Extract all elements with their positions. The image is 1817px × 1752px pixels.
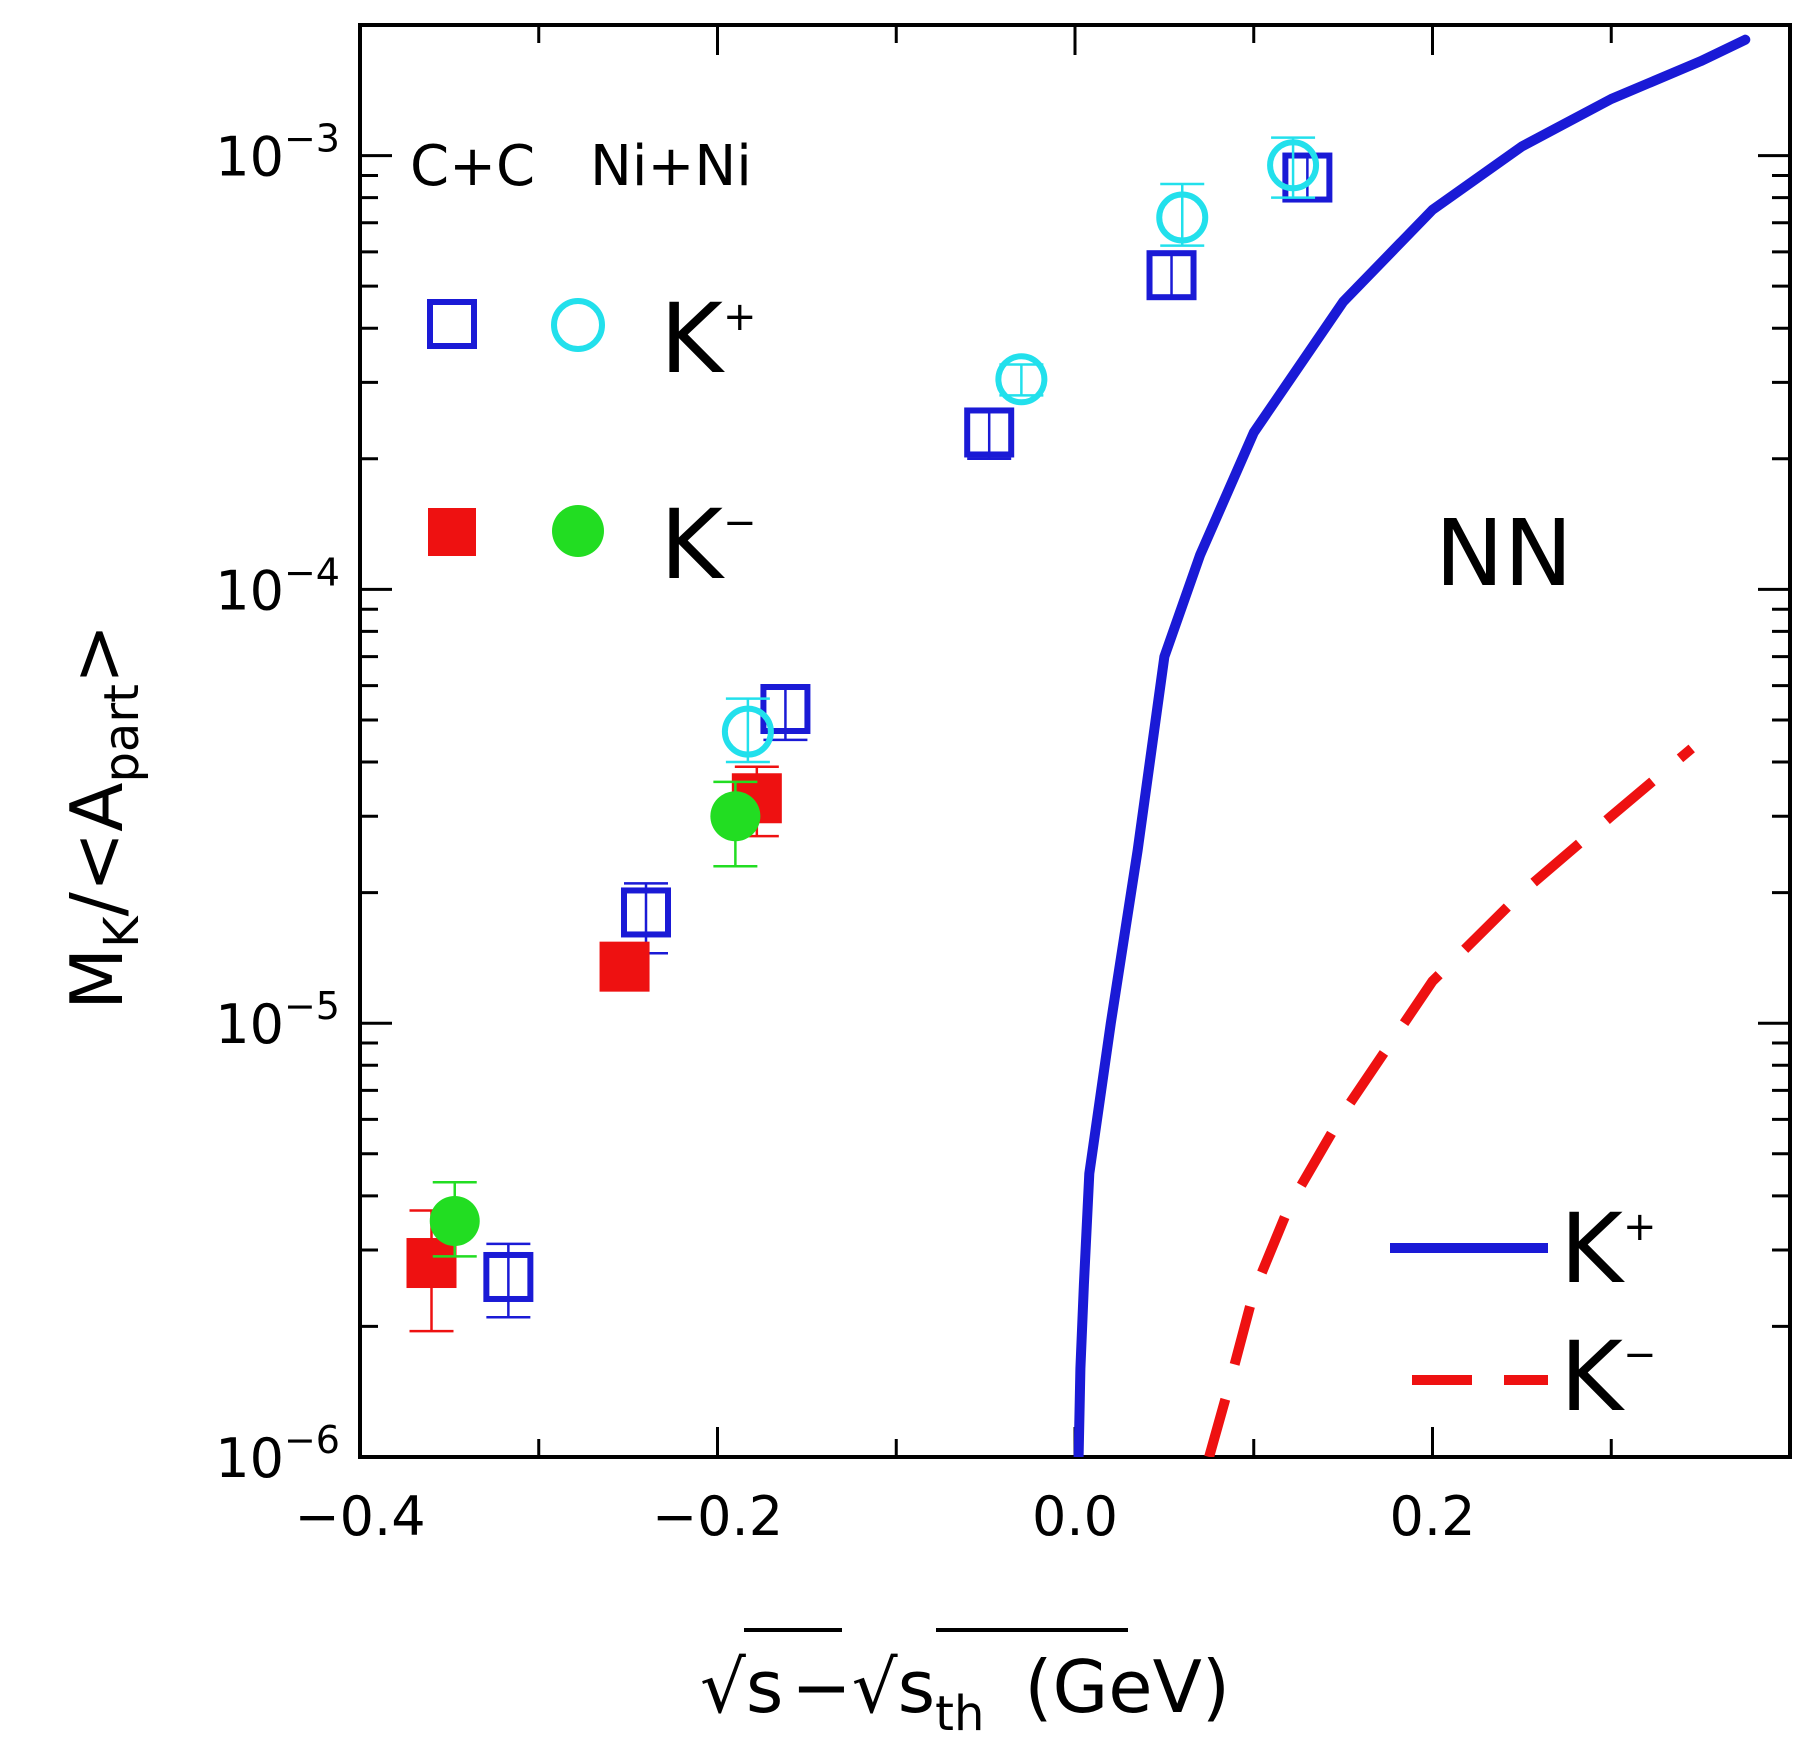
legend-kminus-label: K− bbox=[660, 489, 756, 601]
data-point-kminus-nini bbox=[710, 791, 761, 842]
data-point-kplus-cc bbox=[483, 1251, 534, 1302]
legend-kplus-sup: + bbox=[723, 294, 757, 340]
y-tick-label-exp: −6 bbox=[284, 1418, 340, 1462]
y-axis-label-sub-part: part bbox=[94, 684, 150, 782]
x-axis-label: √s −√sth (GeV) bbox=[700, 1645, 1230, 1742]
y-axis-label: MK/<Apart> bbox=[55, 624, 150, 1010]
data-point-kminus-nini bbox=[429, 1195, 480, 1246]
y-tick-label-base: 10 bbox=[215, 993, 284, 1056]
curve-legend-kplus-k: K bbox=[1560, 1193, 1625, 1305]
y-tick-labels: 10−610−510−410−3 bbox=[215, 117, 340, 1490]
legend-kminus-sup: − bbox=[723, 500, 757, 546]
nn-label: NN bbox=[1435, 500, 1573, 607]
curve-legend-kplus-label: K+ bbox=[1560, 1193, 1656, 1305]
y-tick-label-exp: −5 bbox=[284, 984, 340, 1028]
data-point-kminus-cc bbox=[599, 941, 650, 992]
curve-nn-kplus bbox=[1073, 34, 1751, 1457]
data-point-kplus-cc bbox=[964, 407, 1015, 458]
y-tick-label-exp: −4 bbox=[284, 550, 340, 594]
data-point-kplus-cc bbox=[1282, 152, 1333, 203]
curve-legend-kminus-label: K− bbox=[1560, 1321, 1656, 1433]
legend-kplus-label: K+ bbox=[660, 283, 756, 395]
y-axis-label-end: > bbox=[55, 624, 139, 684]
legend-kminus-k: K bbox=[660, 489, 725, 601]
data-point-kplus-nini bbox=[995, 353, 1048, 406]
y-axis-label-sub-k: K bbox=[94, 915, 150, 948]
data-point-kplus-cc bbox=[621, 887, 671, 938]
x-axis-label-s1: s bbox=[746, 1645, 784, 1729]
legend-kminus-square-marker bbox=[428, 508, 476, 556]
data-points bbox=[406, 136, 1333, 1333]
legend-kplus-k: K bbox=[660, 283, 725, 395]
x-tick-label: −0.2 bbox=[652, 1485, 783, 1548]
x-axis-label-sub: th bbox=[935, 1686, 984, 1742]
y-tick-label: 10−5 bbox=[215, 984, 340, 1056]
data-point-kplus-cc bbox=[760, 684, 811, 735]
label-nini: Ni+Ni bbox=[590, 134, 752, 199]
y-axis-label-m: M bbox=[55, 948, 139, 1010]
y-axis-label-mid: /<A bbox=[55, 783, 139, 917]
y-tick-label: 10−3 bbox=[215, 117, 340, 189]
y-tick-label-exp: −3 bbox=[284, 117, 340, 161]
x-tick-label: 0.2 bbox=[1390, 1485, 1476, 1548]
x-tick-label: −0.4 bbox=[294, 1485, 425, 1548]
legend-kminus-circle-marker bbox=[552, 505, 604, 557]
data-point-kplus-nini bbox=[1267, 139, 1320, 192]
y-tick-label-base: 10 bbox=[215, 1427, 284, 1490]
curve-legend-kminus-k: K bbox=[1560, 1321, 1625, 1433]
y-tick-label-base: 10 bbox=[215, 126, 284, 189]
x-axis-label-root: √ bbox=[700, 1645, 746, 1729]
data-point-kplus-cc bbox=[1146, 250, 1197, 301]
curve-legend-kminus-sup: − bbox=[1623, 1332, 1657, 1378]
x-tick-label: 0.0 bbox=[1032, 1485, 1118, 1548]
y-tick-label: 10−6 bbox=[215, 1418, 340, 1490]
x-axis-label-unit: (GeV) bbox=[1024, 1645, 1230, 1729]
data-point-kplus-nini bbox=[721, 705, 774, 758]
data-point-kminus-cc bbox=[406, 1238, 457, 1289]
x-axis-label-s2: s bbox=[898, 1645, 936, 1729]
x-axis-label-minus: −√ bbox=[791, 1645, 897, 1729]
y-tick-label: 10−4 bbox=[215, 550, 340, 622]
legend-kplus-circle-marker bbox=[551, 298, 605, 352]
legend-kplus-square-marker bbox=[427, 299, 477, 349]
label-cc: C+C bbox=[410, 134, 535, 199]
x-tick-labels: −0.4 −0.2 0.0 0.2 bbox=[294, 1485, 1475, 1548]
data-point-kplus-nini bbox=[1156, 191, 1209, 244]
curves bbox=[1073, 34, 1751, 1457]
curve-nn-kminus bbox=[1204, 744, 1695, 1457]
y-tick-label-base: 10 bbox=[215, 559, 284, 622]
curve-legend-kplus-sup: + bbox=[1623, 1204, 1657, 1250]
